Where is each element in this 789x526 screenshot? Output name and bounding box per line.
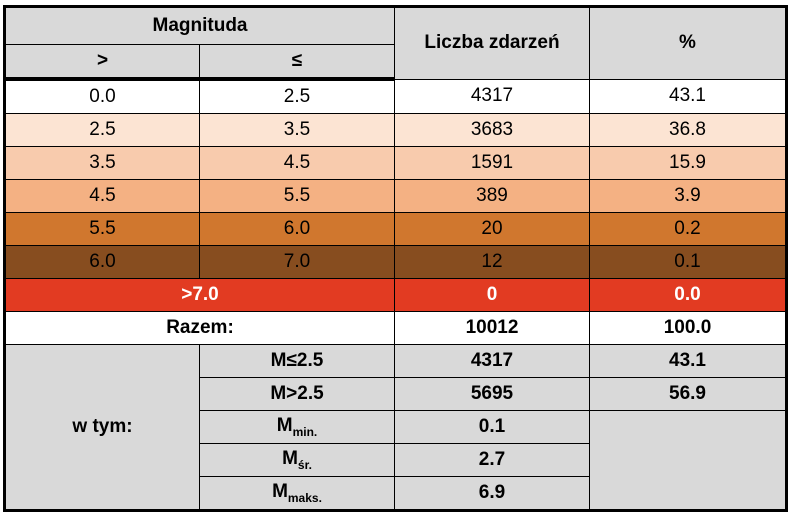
data-row: 2.5 3.5 3683 36.8 (4, 113, 787, 147)
data-cell: 12 (394, 245, 590, 279)
data-cell: 1591 (394, 146, 590, 180)
data-cell: 43.1 (589, 78, 787, 114)
symbol: M (282, 448, 298, 470)
breakdown-count: 0.1 (394, 410, 590, 444)
breakdown-percent: 43.1 (589, 344, 787, 378)
data-cell: 3.5 (199, 113, 395, 147)
data-cell: 15.9 (589, 146, 787, 180)
over-row: >7.0 0 0.0 (4, 278, 787, 312)
total-row: Razem: 10012 100.0 (4, 311, 787, 345)
breakdown-count: 5695 (394, 377, 590, 411)
breakdown-count: 2.7 (394, 443, 590, 477)
over-cell: >7.0 (4, 278, 395, 312)
breakdown-name: M≤2.5 (199, 344, 395, 378)
data-row: 6.0 7.0 12 0.1 (4, 245, 787, 279)
breakdown-percent: 56.9 (589, 377, 787, 411)
data-row: 0.0 2.5 4317 43.1 (4, 78, 787, 114)
over-cell: 0.0 (589, 278, 787, 312)
data-cell: 0.2 (589, 212, 787, 246)
symbol: M>2.5 (270, 383, 324, 404)
symbol: M (276, 415, 293, 437)
data-cell: 389 (394, 179, 590, 213)
data-cell: 0.1 (589, 245, 787, 279)
data-cell: 36.8 (589, 113, 787, 147)
magnitude-table: Magnituda Liczba zdarzeń % > ≤ 0.0 2.5 431… (3, 5, 788, 512)
data-cell: 7.0 (199, 245, 395, 279)
data-cell: 5.5 (199, 179, 395, 213)
data-row: 3.5 4.5 1591 15.9 (4, 146, 787, 180)
over-cell: 0 (394, 278, 590, 312)
empty-cell (589, 410, 787, 511)
total-cell: Razem: (4, 311, 395, 345)
subscript: śr. (297, 457, 312, 472)
data-cell: 2.5 (199, 78, 395, 114)
breakdown-row: Mmaks. 6.9 (5, 476, 787, 511)
data-cell: 4.5 (4, 179, 200, 213)
breakdown-count: 4317 (394, 344, 590, 378)
total-cell: 100.0 (589, 311, 787, 345)
breakdown-row: Mśr. 2.7 (5, 443, 787, 477)
total-cell: 10012 (394, 311, 590, 345)
breakdown-count: 6.9 (394, 476, 590, 511)
data-cell: 0.0 (4, 78, 200, 114)
breakdown-name: M>2.5 (199, 377, 395, 411)
data-cell: 3.9 (589, 179, 787, 213)
breakdown-name: Mmaks. (199, 476, 395, 511)
symbol: M (272, 481, 288, 503)
subscript: min. (292, 424, 318, 439)
header-row: > ≤ (4, 44, 787, 81)
data-cell: 20 (394, 212, 590, 246)
data-cell: 2.5 (4, 113, 200, 147)
breakdown-label: w tym: (4, 344, 200, 511)
data-cell: 5.5 (4, 212, 200, 246)
data-cell: 4317 (394, 78, 590, 114)
data-cell: 3.5 (4, 146, 200, 180)
header-cell: > (4, 44, 200, 81)
data-cell: 3683 (394, 113, 590, 147)
data-row: 5.5 6.0 20 0.2 (4, 212, 787, 246)
header-cell: Liczba zdarzeń (394, 6, 590, 80)
header-cell: Magnituda (4, 6, 395, 45)
header-cell: % (589, 6, 787, 80)
data-cell: 4.5 (199, 146, 395, 180)
breakdown-row: M>2.5 5695 56.9 (5, 377, 787, 411)
breakdown-row: w tym: M≤2.5 4317 43.1 (4, 344, 787, 511)
breakdown-name: Mmin. (199, 410, 395, 444)
symbol: M≤2.5 (270, 350, 324, 371)
data-cell: 6.0 (4, 245, 200, 279)
data-cell: 6.0 (199, 212, 395, 246)
breakdown-row: Mmin. 0.1 (5, 410, 787, 511)
subscript: maks. (287, 490, 322, 505)
header-row: Magnituda Liczba zdarzeń % (4, 6, 787, 80)
breakdown-name: Mśr. (199, 443, 395, 477)
header-cell: ≤ (199, 44, 395, 81)
data-row: 4.5 5.5 389 3.9 (4, 179, 787, 213)
